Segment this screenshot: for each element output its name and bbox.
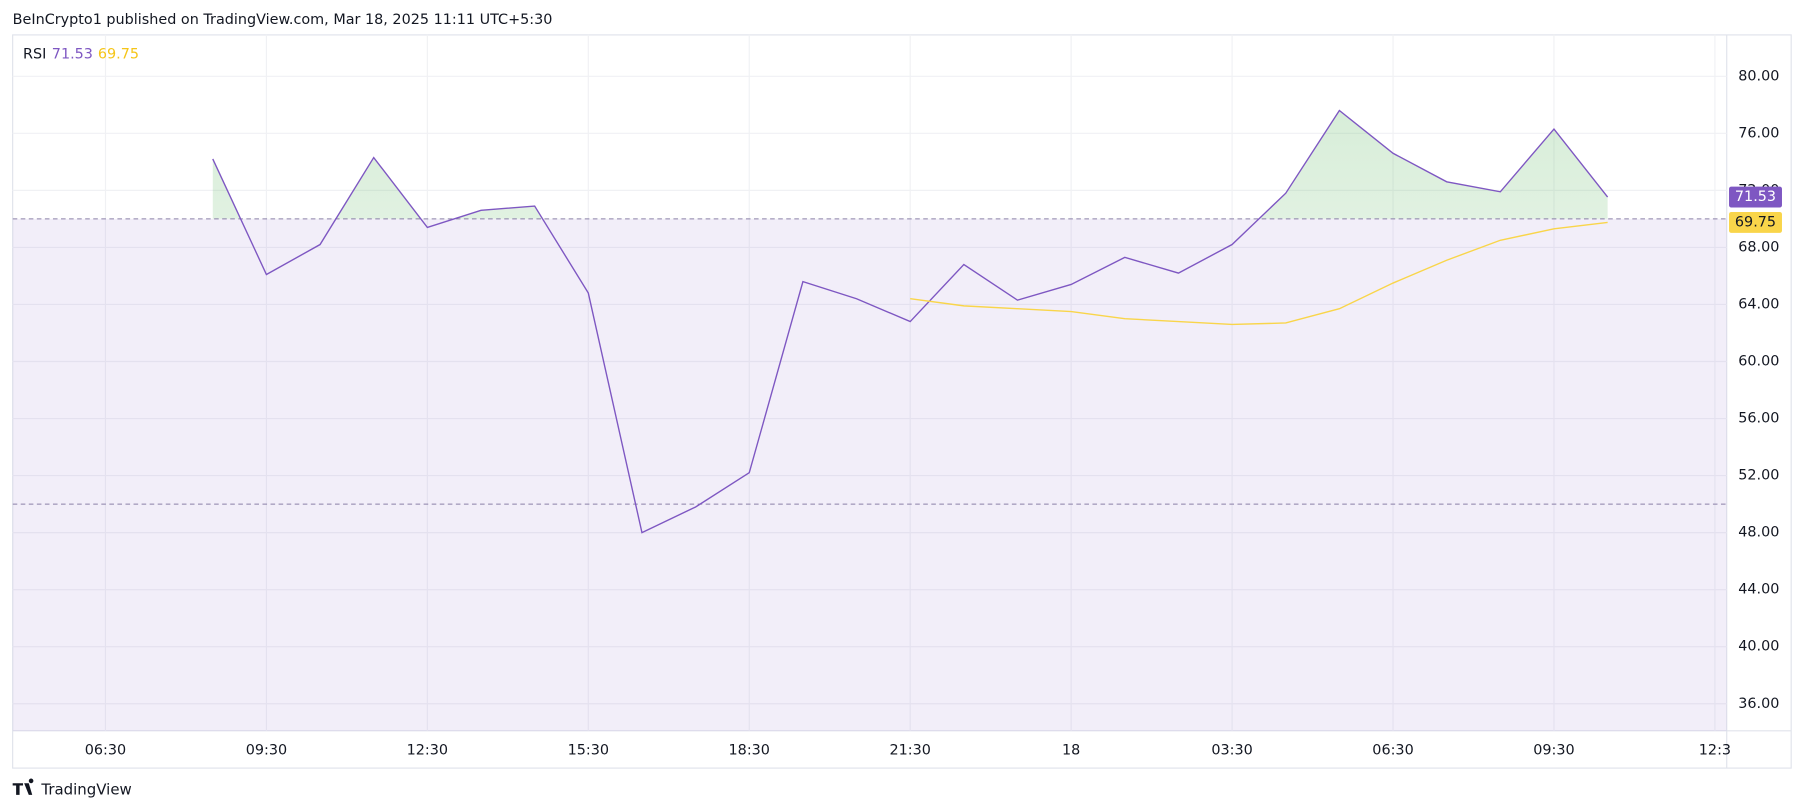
price-badge: [1729, 186, 1782, 208]
y-tick-label: 52.00: [1738, 468, 1779, 484]
y-tick-label: 80.00: [1738, 68, 1779, 84]
y-tick-label: 40.00: [1738, 639, 1779, 655]
x-tick-label: 12:30: [407, 743, 448, 759]
x-tick-label: 18: [1062, 743, 1080, 759]
x-tick-label: 06:30: [85, 743, 126, 759]
y-tick-label: 36.00: [1738, 696, 1779, 712]
series-line: [910, 221, 1608, 326]
logo-icon: [12, 778, 34, 795]
legend-title: RSI: [23, 47, 46, 63]
x-tick-label: 15:30: [568, 743, 609, 759]
y-tick-label: 48.00: [1738, 525, 1779, 541]
x-tick-label: 09:30: [246, 743, 287, 759]
y-tick-label: 64.00: [1738, 296, 1779, 312]
x-tick-label: 06:30: [1372, 743, 1413, 759]
y-tick-label: 44.00: [1738, 582, 1779, 598]
x-tick-label: 03:30: [1211, 743, 1252, 759]
y-tick-label: 60.00: [1738, 353, 1779, 369]
price-badge-label: 69.75: [1735, 214, 1776, 230]
y-tick-label: 56.00: [1738, 410, 1779, 426]
footer-logo: TradingView: [12, 778, 132, 799]
x-tick-label: 09:30: [1533, 743, 1574, 759]
x-tick-label: 18:30: [729, 743, 770, 759]
header: BeInCrypto1 published on TradingView.com…: [13, 12, 553, 28]
panel-border: [12, 34, 1792, 769]
legend-value: 69.75: [98, 47, 139, 63]
y-tick-label: 76.00: [1738, 125, 1779, 141]
overbought-fill: [212, 110, 1608, 219]
legend-value: 71.53: [52, 47, 93, 63]
price-badge-label: 71.53: [1735, 189, 1776, 205]
y-tick-label: 68.00: [1738, 239, 1779, 255]
series-line: [212, 109, 1609, 534]
price-badge: [1729, 211, 1782, 233]
footer: TradingView: [40, 781, 131, 799]
x-tick-label: 12:3: [1699, 743, 1731, 759]
x-tick-label: 21:30: [889, 743, 930, 759]
